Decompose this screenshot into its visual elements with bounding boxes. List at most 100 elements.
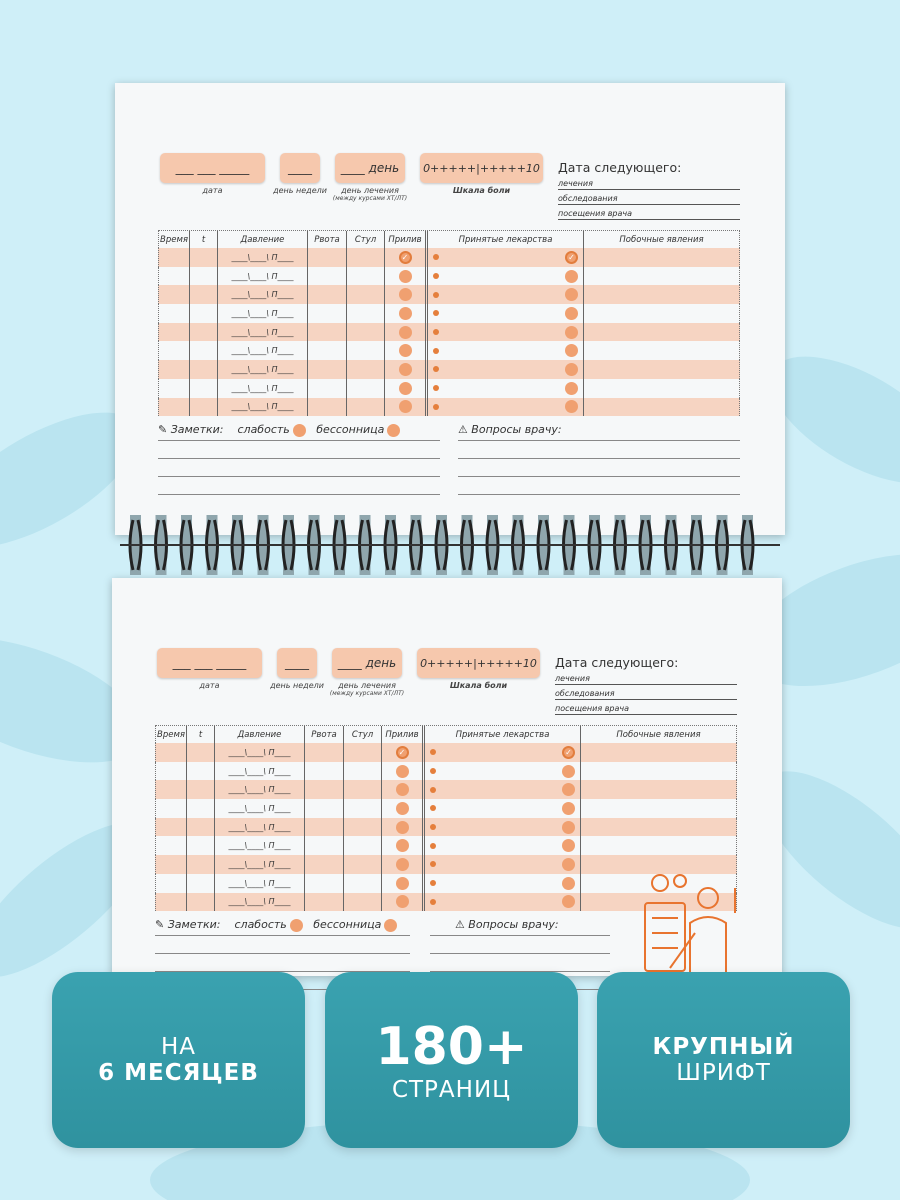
questions-line[interactable]	[430, 971, 610, 972]
questions-line[interactable]	[458, 494, 740, 495]
table-cell[interactable]	[385, 397, 428, 417]
table-cell[interactable]	[305, 892, 344, 912]
table-cell[interactable]	[190, 304, 218, 323]
table-cell[interactable]	[155, 855, 187, 874]
table-cell[interactable]	[385, 378, 428, 398]
table-cell[interactable]	[347, 304, 385, 323]
pain-scale[interactable]: 0+++++|+++++10	[420, 153, 543, 183]
table-cell[interactable]	[385, 285, 428, 305]
table-cell[interactable]	[155, 761, 187, 781]
table-cell[interactable]: ____\____\ П____	[215, 799, 305, 818]
pressure-blank[interactable]: ____\____\ П____	[231, 402, 294, 412]
table-cell[interactable]	[584, 266, 740, 286]
table-cell[interactable]	[158, 285, 190, 305]
notes-line[interactable]	[158, 494, 440, 495]
table-cell[interactable]	[584, 304, 740, 323]
table-cell[interactable]: ____\____\ П____	[218, 341, 308, 361]
table-cell[interactable]	[155, 836, 187, 856]
medication-checkbox[interactable]	[565, 344, 578, 358]
hot-flash-checkbox[interactable]	[398, 306, 412, 320]
hot-flash-checkbox[interactable]	[395, 783, 409, 797]
table-cell[interactable]	[385, 341, 428, 361]
table-cell[interactable]: ✓	[425, 743, 581, 762]
weekday-field[interactable]: ____	[280, 153, 320, 183]
table-cell[interactable]	[344, 799, 382, 818]
table-cell[interactable]	[428, 266, 584, 286]
medication-checkbox[interactable]	[562, 876, 575, 890]
table-cell[interactable]	[584, 285, 740, 305]
pain-scale[interactable]: 0+++++|+++++10	[417, 648, 540, 678]
hot-flash-checkbox[interactable]	[395, 820, 409, 834]
hot-flash-checkbox[interactable]	[395, 801, 409, 815]
pressure-blank[interactable]: ____\____\ П____	[231, 271, 294, 281]
medication-checkbox[interactable]	[562, 839, 575, 853]
table-cell[interactable]	[344, 892, 382, 912]
pressure-blank[interactable]: ____\____\ П____	[231, 383, 294, 393]
table-cell[interactable]	[155, 780, 187, 800]
table-cell[interactable]	[584, 378, 740, 398]
table-cell[interactable]: ____\____\ П____	[215, 761, 305, 781]
pressure-blank[interactable]: ____\____\ П____	[231, 308, 294, 318]
table-cell[interactable]: ____\____\ П____	[215, 780, 305, 800]
medication-checkbox[interactable]	[562, 895, 575, 909]
table-cell[interactable]	[190, 360, 218, 379]
table-cell[interactable]: ____\____\ П____	[218, 304, 308, 323]
table-cell[interactable]	[187, 892, 215, 912]
table-cell[interactable]	[305, 873, 344, 893]
table-cell[interactable]	[344, 761, 382, 781]
table-cell[interactable]	[584, 322, 740, 342]
table-cell[interactable]	[190, 378, 218, 398]
table-cell[interactable]: ____\____\ П____	[218, 248, 308, 267]
table-cell[interactable]	[425, 892, 581, 912]
next-date-line[interactable]: обследования	[558, 194, 740, 205]
table-cell[interactable]	[305, 817, 344, 837]
hot-flash-checkbox[interactable]	[395, 764, 409, 778]
hot-flash-checkbox[interactable]	[398, 381, 412, 395]
table-cell[interactable]: ✓	[382, 743, 425, 762]
medication-checkbox[interactable]: ✓	[565, 250, 578, 264]
table-cell[interactable]	[347, 248, 385, 267]
next-date-line[interactable]: обследования	[555, 689, 737, 700]
pressure-blank[interactable]: ____\____\ П____	[228, 747, 291, 757]
table-cell[interactable]	[187, 817, 215, 837]
table-cell[interactable]: ____\____\ П____	[218, 360, 308, 379]
table-cell[interactable]	[190, 322, 218, 342]
table-cell[interactable]: ____\____\ П____	[218, 378, 308, 398]
table-cell[interactable]	[190, 397, 218, 417]
table-cell[interactable]	[344, 817, 382, 837]
table-cell[interactable]	[158, 248, 190, 267]
table-cell[interactable]	[190, 285, 218, 305]
table-cell[interactable]	[385, 322, 428, 342]
table-cell[interactable]	[308, 322, 347, 342]
next-date-line[interactable]: посещения врача	[555, 704, 737, 715]
hot-flash-checkbox[interactable]	[398, 400, 412, 414]
table-cell[interactable]	[308, 341, 347, 361]
table-cell[interactable]	[308, 266, 347, 286]
table-cell[interactable]	[347, 397, 385, 417]
table-cell[interactable]	[382, 855, 425, 874]
table-cell[interactable]	[344, 855, 382, 874]
next-date-line[interactable]: посещения врача	[558, 209, 740, 220]
table-cell[interactable]	[187, 799, 215, 818]
pressure-blank[interactable]: ____\____\ П____	[228, 859, 291, 869]
table-cell[interactable]: ____\____\ П____	[215, 855, 305, 874]
table-cell[interactable]	[158, 378, 190, 398]
weakness-checkbox[interactable]	[292, 423, 306, 437]
table-cell[interactable]	[347, 266, 385, 286]
medication-checkbox[interactable]	[562, 820, 575, 834]
table-cell[interactable]	[382, 761, 425, 781]
table-cell[interactable]	[382, 836, 425, 856]
table-cell[interactable]	[344, 873, 382, 893]
medication-checkbox[interactable]	[562, 801, 575, 815]
table-cell[interactable]	[581, 873, 737, 893]
medication-checkbox[interactable]	[565, 306, 578, 320]
table-cell[interactable]	[308, 285, 347, 305]
table-cell[interactable]: ____\____\ П____	[218, 322, 308, 342]
table-cell[interactable]	[305, 780, 344, 800]
table-cell[interactable]	[428, 341, 584, 361]
questions-line[interactable]	[458, 476, 740, 477]
table-cell[interactable]	[581, 892, 737, 912]
table-cell[interactable]	[385, 266, 428, 286]
notes-line[interactable]	[155, 953, 410, 954]
next-date-line[interactable]: лечения	[555, 674, 737, 685]
